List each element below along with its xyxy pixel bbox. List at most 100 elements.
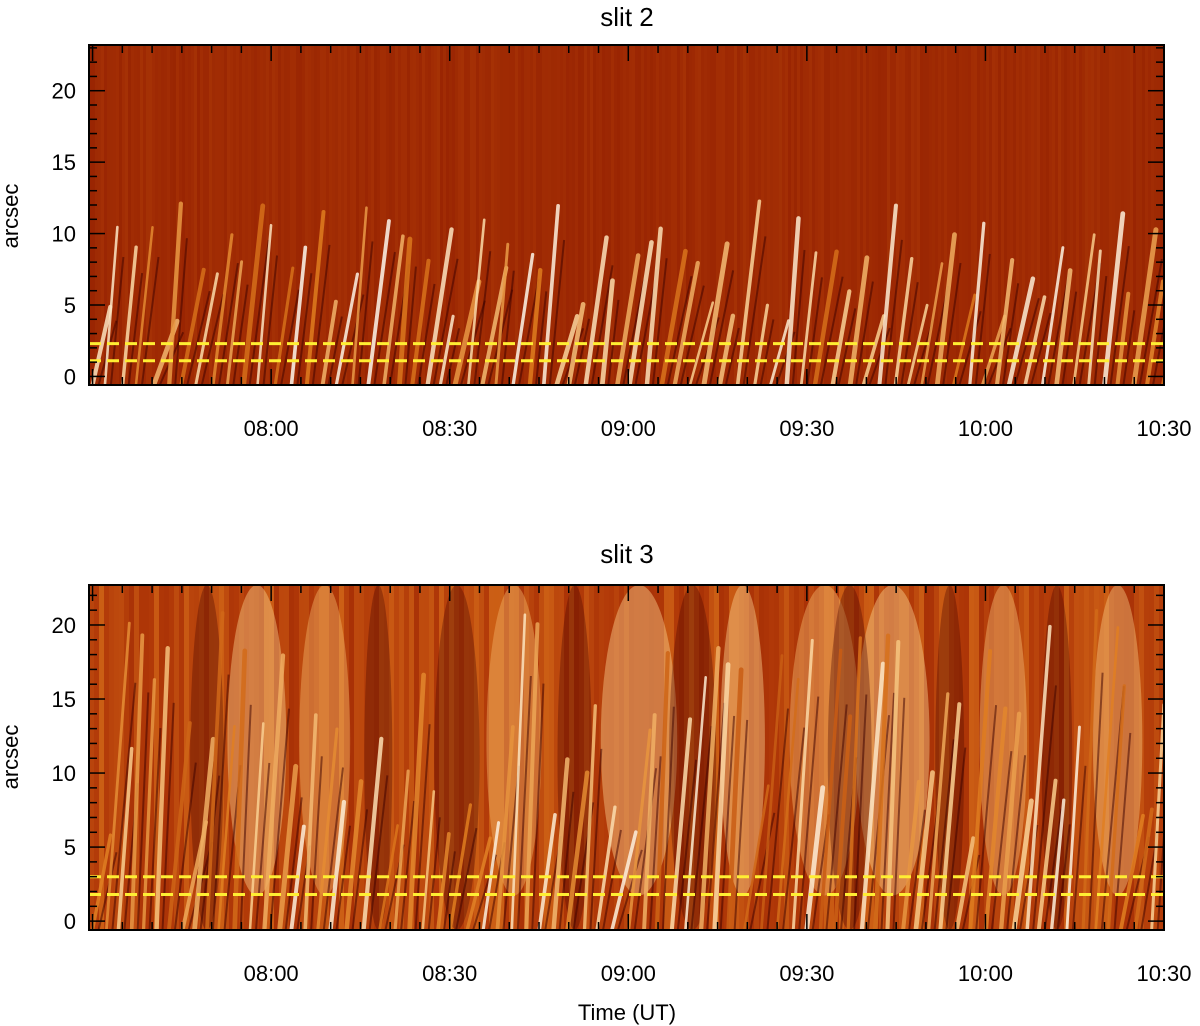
noise-column	[674, 45, 677, 385]
noise-column	[554, 45, 557, 385]
x-tick-labels: 08:00 08:30 09:00 09:30 10:00 10:30	[244, 961, 1192, 986]
noise-column	[679, 585, 684, 930]
noise-column	[1040, 45, 1043, 385]
streak	[467, 218, 486, 385]
noise-column	[114, 585, 119, 930]
noise-column	[470, 45, 473, 385]
streak	[877, 203, 898, 385]
streak-shadow	[111, 682, 137, 930]
noise-column	[1055, 45, 1058, 385]
noise-column	[1031, 45, 1034, 385]
streak-shadow	[853, 694, 868, 930]
streak	[812, 249, 839, 385]
noise-column	[875, 45, 878, 385]
noise-column	[914, 45, 917, 385]
x-tick-label: 08:30	[422, 416, 477, 441]
noise-column	[1064, 585, 1069, 930]
noise-column	[299, 585, 304, 930]
streak-shadow	[759, 319, 775, 385]
noise-column	[887, 45, 890, 385]
streak	[1036, 778, 1058, 930]
noise-column	[389, 585, 394, 930]
y-tick-label: 10	[52, 222, 76, 247]
y-tick-labels: 0 5 10 15 20	[52, 613, 76, 934]
noise-column	[269, 45, 272, 385]
noise-column	[623, 45, 626, 385]
noise-column	[227, 45, 230, 385]
streak	[232, 648, 248, 930]
noise-column	[1049, 45, 1052, 385]
streak-shadow	[1122, 310, 1136, 385]
noise-column	[364, 585, 369, 930]
streak	[717, 313, 736, 385]
noise-column	[572, 45, 575, 385]
y-axis-label: arcsec	[0, 184, 23, 249]
noise-column	[1104, 585, 1109, 930]
noise-column	[212, 45, 215, 385]
streak-shadow	[400, 800, 416, 930]
streak-shadow	[322, 767, 344, 930]
noise-column	[740, 45, 743, 385]
streak	[968, 649, 993, 930]
noise-column	[116, 45, 119, 385]
noise-column	[1136, 45, 1139, 385]
streak-shadow	[109, 256, 125, 385]
streak	[968, 221, 986, 385]
noise-column	[884, 45, 887, 385]
noise-column	[984, 585, 989, 930]
noise-column	[710, 45, 713, 385]
x-tick-label: 09:00	[601, 416, 656, 441]
x-tick-label: 10:00	[958, 416, 1013, 441]
streak-shadow	[148, 727, 162, 930]
noise-column	[534, 585, 539, 930]
streak-shadow	[1113, 732, 1132, 930]
noise-column	[249, 585, 254, 930]
noise-column	[275, 45, 278, 385]
noise-column	[500, 45, 503, 385]
noise-column	[821, 45, 824, 385]
streak-shadow	[518, 278, 540, 385]
noise-column	[479, 585, 484, 930]
noise-column	[689, 585, 694, 930]
noise-column	[574, 585, 579, 930]
noise-column	[1019, 585, 1024, 930]
x-tick-label: 09:30	[779, 961, 834, 986]
noise-column	[374, 585, 379, 930]
noise-column	[419, 585, 424, 930]
noise-column	[218, 45, 221, 385]
noise-column	[863, 45, 866, 385]
noise-column	[443, 45, 446, 385]
noise-column	[497, 45, 500, 385]
streak	[642, 713, 657, 930]
noise-column	[176, 45, 179, 385]
streak	[954, 836, 976, 930]
noise-column	[164, 45, 167, 385]
noise-column	[458, 45, 461, 385]
y-ticks	[89, 47, 1164, 378]
noise-column	[866, 45, 869, 385]
noise-column	[399, 585, 404, 930]
noise-column	[581, 45, 584, 385]
x-tick-labels: 08:00 08:30 09:00 09:30 10:00 10:30	[244, 416, 1192, 441]
noise-column	[994, 585, 999, 930]
streak	[1054, 268, 1073, 385]
noise-column	[1094, 585, 1099, 930]
noise-column	[782, 45, 785, 385]
noise-column	[251, 45, 254, 385]
noise-column	[332, 45, 335, 385]
noise-column	[834, 585, 839, 930]
noise-column	[155, 45, 158, 385]
streak-shadow	[1061, 291, 1078, 385]
noise-column	[664, 585, 669, 930]
streak	[1160, 372, 1164, 385]
noise-column	[425, 45, 428, 385]
noise-column	[1067, 45, 1070, 385]
streak-shadow	[1088, 672, 1104, 930]
noise-column	[590, 45, 593, 385]
noise-column	[109, 585, 114, 930]
noise-column	[881, 45, 884, 385]
noise-column	[857, 45, 860, 385]
noise-column	[632, 45, 635, 385]
noise-column	[566, 45, 569, 385]
